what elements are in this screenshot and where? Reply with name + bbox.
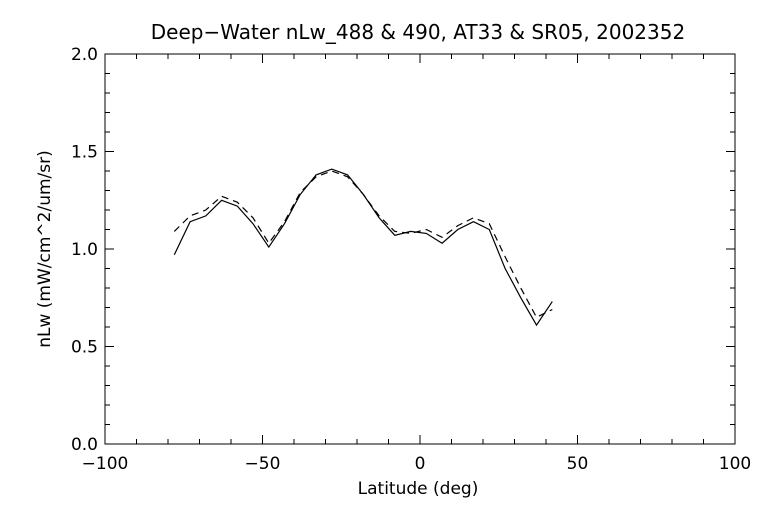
series-line-dashed <box>173 170 553 319</box>
series-line-solid <box>173 168 553 327</box>
y-axis-label: nLw (mW/cm^2/um/sr) <box>35 150 55 348</box>
x-tick-label: −50 <box>245 454 281 474</box>
x-axis-label: Latitude (deg) <box>358 479 479 499</box>
x-tick-label: 50 <box>567 454 589 474</box>
x-tick-label: 0 <box>415 454 426 474</box>
y-tick-label: 0.5 <box>71 338 98 358</box>
y-tick-label: 1.0 <box>71 240 98 260</box>
series-layer <box>173 168 553 327</box>
y-tick-label: 1.5 <box>71 143 98 163</box>
y-tick-label: 0.0 <box>71 435 98 455</box>
plot-frame <box>104 53 736 445</box>
axes: −100 −50 0 50 100 0.0 0.5 1.0 1.5 2.0 <box>71 45 751 474</box>
y-tick-label: 2.0 <box>71 45 98 65</box>
chart-title: Deep−Water nLw_488 & 490, AT33 & SR05, 2… <box>151 20 685 44</box>
x-tick-label: −100 <box>82 454 129 474</box>
x-tick-label: 100 <box>719 454 751 474</box>
